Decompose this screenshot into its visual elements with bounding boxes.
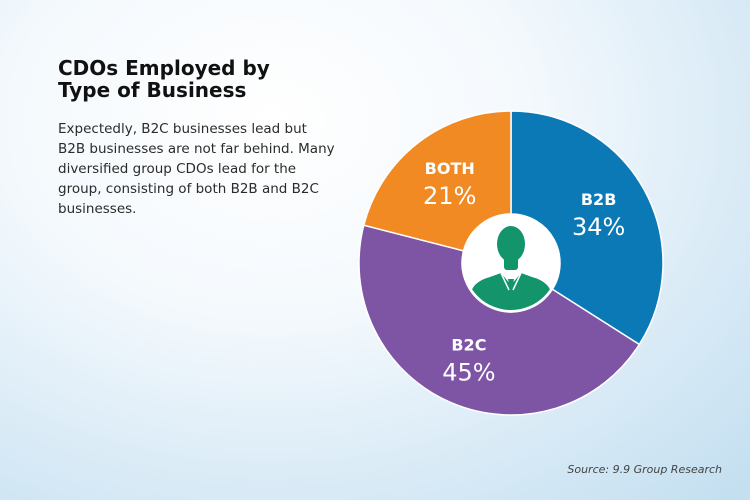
slice-label-both: BOTH <box>425 159 475 178</box>
slice-value-b2c: 45% <box>442 358 495 386</box>
slice-value-both: 21% <box>423 182 476 210</box>
slice-label-b2c: B2C <box>451 335 486 354</box>
slice-b2c <box>358 224 641 416</box>
businessman-icon <box>470 226 552 310</box>
slice-label-b2b: B2B <box>581 190 617 209</box>
slice-value-b2b: 34% <box>572 213 625 241</box>
slice-labels: B2B 34% B2C 45% BOTH 21% <box>423 159 625 386</box>
chart-title: CDOs Employed by Type of Business <box>58 56 270 102</box>
source-note: Source: 9.9 Group Research <box>567 463 722 476</box>
chart-description: Expectedly, B2C businesses lead but B2B … <box>58 121 335 217</box>
